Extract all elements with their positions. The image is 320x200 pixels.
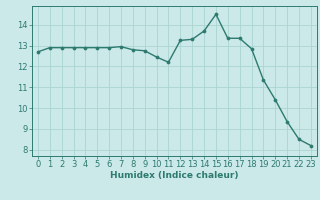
X-axis label: Humidex (Indice chaleur): Humidex (Indice chaleur) bbox=[110, 171, 239, 180]
